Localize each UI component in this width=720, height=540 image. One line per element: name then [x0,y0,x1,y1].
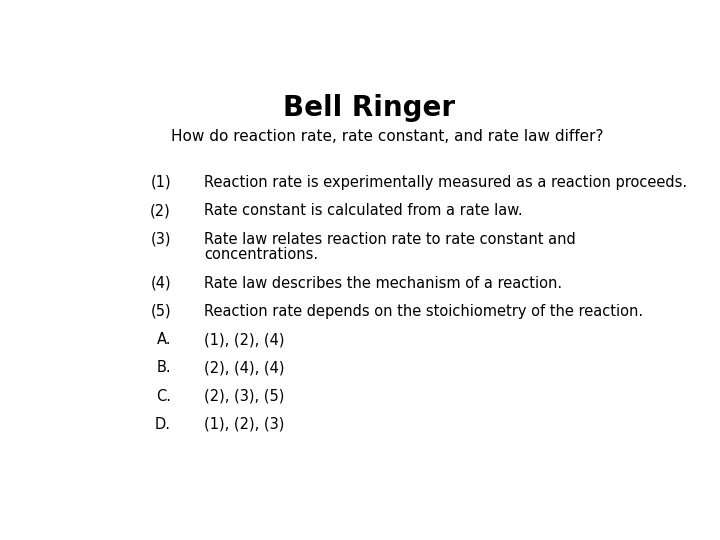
Text: (2): (2) [150,203,171,218]
Text: (1): (1) [150,175,171,190]
Text: (2), (4), (4): (2), (4), (4) [204,360,285,375]
Text: (4): (4) [150,275,171,291]
Text: Rate law relates reaction rate to rate constant and: Rate law relates reaction rate to rate c… [204,232,576,247]
Text: (5): (5) [150,304,171,319]
Text: (2), (3), (5): (2), (3), (5) [204,389,285,404]
Text: Rate law describes the mechanism of a reaction.: Rate law describes the mechanism of a re… [204,275,562,291]
Text: D.: D. [155,417,171,432]
Text: Reaction rate is experimentally measured as a reaction proceeds.: Reaction rate is experimentally measured… [204,175,688,190]
Text: (1), (2), (3): (1), (2), (3) [204,417,285,432]
Text: A.: A. [156,332,171,347]
Text: Bell Ringer: Bell Ringer [283,94,455,122]
Text: C.: C. [156,389,171,404]
Text: (3): (3) [150,232,171,247]
Text: concentrations.: concentrations. [204,247,318,262]
Text: Reaction rate depends on the stoichiometry of the reaction.: Reaction rate depends on the stoichiomet… [204,304,644,319]
Text: Rate constant is calculated from a rate law.: Rate constant is calculated from a rate … [204,203,523,218]
Text: B.: B. [156,360,171,375]
Text: How do reaction rate, rate constant, and rate law differ?: How do reaction rate, rate constant, and… [171,129,603,144]
Text: (1), (2), (4): (1), (2), (4) [204,332,285,347]
